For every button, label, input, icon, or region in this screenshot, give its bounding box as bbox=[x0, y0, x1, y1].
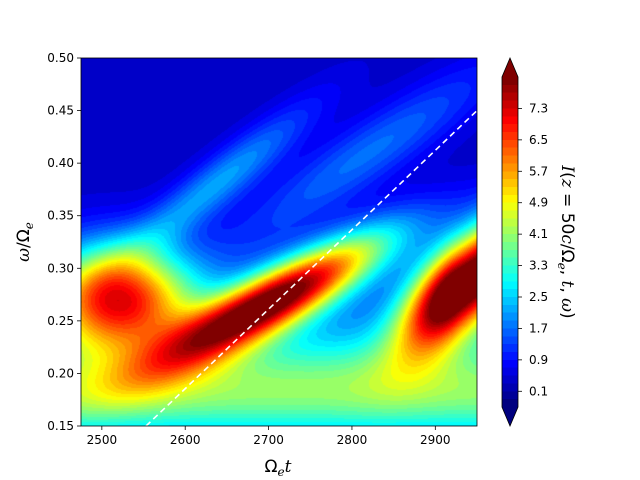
y-tick-label: 0.40 bbox=[47, 156, 74, 170]
y-tick-label: 0.50 bbox=[47, 51, 74, 65]
y-tick-label: 0.25 bbox=[47, 314, 74, 328]
dashed-guide-line bbox=[145, 109, 477, 426]
plot-area bbox=[80, 57, 478, 427]
colorbar-tick-label: 4.9 bbox=[529, 196, 548, 210]
colorbar-label: I(z = 50c/Ωe, t, ω) bbox=[555, 164, 577, 318]
y-axis: 0.15 0.20 0.25 0.30 0.35 0.40 0.45 0.50 bbox=[47, 51, 81, 433]
colorbar-tick-label: 4.1 bbox=[529, 227, 548, 241]
colorbar-tick-label: 1.7 bbox=[529, 321, 548, 335]
colorbar-extend-top bbox=[502, 58, 518, 77]
y-tick-label: 0.45 bbox=[47, 104, 74, 118]
plot-frame bbox=[80, 57, 478, 427]
colorbar-tick-label: 2.5 bbox=[529, 290, 548, 304]
heatmap-canvas bbox=[81, 58, 477, 426]
x-tick-label: 2700 bbox=[253, 433, 284, 447]
colorbar-tick-label: 7.3 bbox=[529, 101, 548, 115]
x-tick-label: 2600 bbox=[170, 433, 201, 447]
colorbar-tick-label: 0.1 bbox=[529, 384, 548, 398]
x-axis-label: Ωet bbox=[265, 457, 292, 479]
y-tick-label: 0.30 bbox=[47, 261, 74, 275]
colorbar-outline bbox=[501, 56, 519, 428]
colorbar-tick-label: 5.7 bbox=[529, 164, 548, 178]
x-axis: 2500 2600 2700 2800 2900 bbox=[87, 426, 451, 447]
y-axis-label: ω/Ωe bbox=[14, 222, 36, 262]
colorbar-tick-label: 3.3 bbox=[529, 259, 548, 273]
colorbar-body bbox=[502, 77, 518, 407]
colorbar-tick-label: 6.5 bbox=[529, 133, 548, 147]
colorbar-ticks: 0.1 0.9 1.7 2.5 3.3 4.1 4.9 5.7 6.5 7.3 bbox=[518, 101, 548, 398]
colorbar-extend-bottom bbox=[502, 407, 518, 426]
x-tick-label: 2800 bbox=[337, 433, 368, 447]
colorbar-tick-label: 0.9 bbox=[529, 353, 548, 367]
x-tick-label: 2900 bbox=[420, 433, 451, 447]
colorbar: 0.1 0.9 1.7 2.5 3.3 4.1 4.9 5.7 6.5 7.3 bbox=[501, 56, 548, 428]
y-tick-label: 0.15 bbox=[47, 419, 74, 433]
y-tick-label: 0.20 bbox=[47, 366, 74, 380]
y-tick-label: 0.35 bbox=[47, 209, 74, 223]
x-tick-label: 2500 bbox=[87, 433, 118, 447]
